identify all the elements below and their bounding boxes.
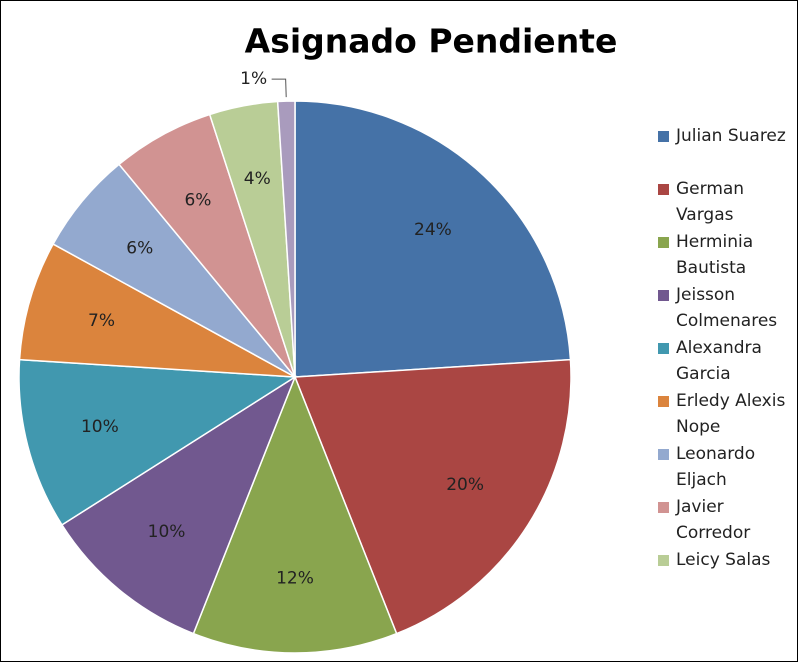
legend-swatch (658, 502, 669, 513)
legend-label: Herminia Bautista (676, 232, 754, 278)
legend-label: Leonardo Eljach (676, 444, 756, 490)
pie-slice (18, 243, 296, 378)
data-label: 10% (81, 417, 119, 437)
pie-slice (276, 100, 296, 378)
data-label: 1% (240, 69, 267, 89)
legend-label: Leicy Salas (676, 550, 771, 570)
pie-slice (192, 374, 398, 654)
data-label: 20% (446, 475, 484, 495)
data-label: 12% (276, 568, 314, 588)
legend-swatch (658, 396, 669, 407)
legend-swatch (658, 131, 669, 142)
pie-slice (294, 100, 572, 378)
legend-swatch (658, 237, 669, 248)
legend-swatch (658, 343, 669, 354)
data-label: 7% (88, 311, 115, 331)
data-label: 10% (148, 522, 186, 542)
pie-slice (18, 358, 298, 526)
data-label: 6% (184, 190, 211, 210)
data-label: 24% (414, 220, 452, 240)
legend-swatch (658, 290, 669, 301)
legend-label: Javier Corredor (676, 497, 751, 543)
legend-label: Jeisson Colmenares (676, 285, 778, 331)
pie-slice (293, 358, 572, 635)
legend-swatch (658, 449, 669, 460)
legend-swatch (658, 184, 669, 195)
data-label: 4% (244, 169, 271, 189)
legend-swatch (658, 555, 669, 566)
chart-title: Asignado Pendiente (245, 22, 618, 61)
legend-label: Alexandra Garcia (676, 338, 762, 384)
legend-label: Erledy Alexis Nope (676, 391, 786, 437)
leader-line (271, 78, 287, 98)
legend-label: Julian Suarez (676, 126, 786, 146)
legend-label: German Vargas (676, 179, 745, 225)
data-label: 6% (126, 239, 153, 259)
pie-slice (60, 375, 297, 635)
